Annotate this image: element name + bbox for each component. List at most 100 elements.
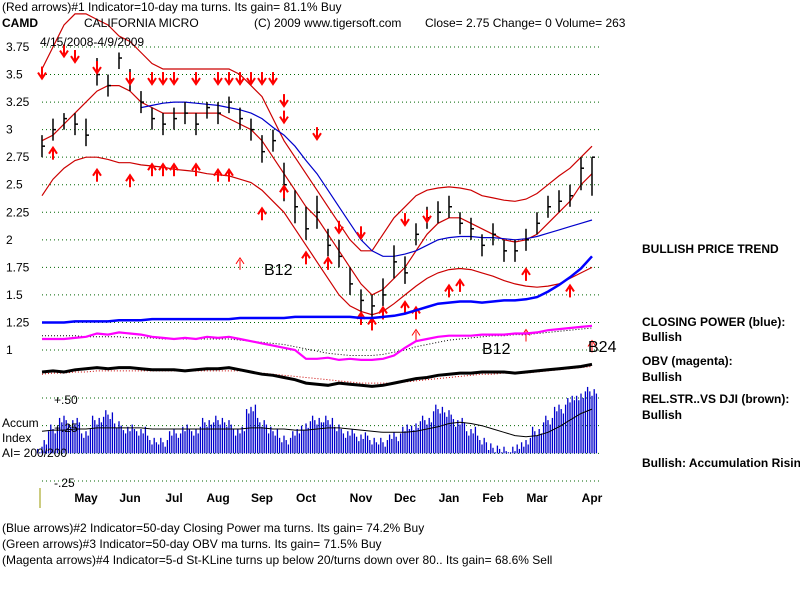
down-arrow xyxy=(59,44,69,59)
y-tick-label: 1.5 xyxy=(6,288,23,302)
y-tick-label: 2.75 xyxy=(6,150,30,164)
arrow-head xyxy=(92,66,102,75)
arrow-head xyxy=(378,305,388,314)
arrow-head xyxy=(213,167,223,177)
indicator-lines xyxy=(41,255,593,388)
down-arrow xyxy=(70,50,80,64)
relstr-value: Bullish xyxy=(642,408,683,422)
down-arrow xyxy=(224,72,234,86)
down-arrow xyxy=(147,72,157,86)
obv-value: Bullish xyxy=(642,370,683,384)
up-arrow xyxy=(279,184,289,199)
up-arrow xyxy=(301,250,311,265)
arrow-head xyxy=(125,77,135,86)
down-arrow xyxy=(92,61,102,75)
down-arrow xyxy=(422,209,432,224)
up-arrow xyxy=(400,300,410,314)
y-tick-label: 2 xyxy=(6,233,13,247)
down-arrow xyxy=(213,72,223,86)
arrow-head xyxy=(224,167,234,177)
ai-label: AI= 200/200 xyxy=(2,446,68,460)
month-label: Jan xyxy=(439,491,460,505)
arrow-head xyxy=(59,49,69,59)
accum-tick-050: +.50 xyxy=(54,393,78,407)
arrow-head xyxy=(147,162,157,171)
arrow-head xyxy=(158,162,168,171)
down-arrow xyxy=(400,213,410,227)
y-tick-label: 3 xyxy=(6,123,13,137)
up-arrow xyxy=(257,206,267,221)
arrow-head xyxy=(565,283,575,292)
b12-price-annotation: B12 xyxy=(264,262,293,279)
arrow-head xyxy=(400,300,410,309)
arrow-head xyxy=(224,77,234,86)
month-label: Jun xyxy=(119,491,140,505)
b12-indicator-annotation: B12 xyxy=(482,341,511,358)
up-arrow xyxy=(367,316,377,331)
footer-line2: (Green arrows)#3 Indicator=50-day OBV ma… xyxy=(2,537,382,551)
bands xyxy=(41,13,593,316)
up-arrow xyxy=(455,278,465,292)
arrow-head xyxy=(235,77,245,86)
outline-up-arrow xyxy=(411,328,421,342)
arrow-head xyxy=(70,55,80,64)
index-label: Index xyxy=(2,431,32,445)
arrow-head xyxy=(587,339,597,347)
y-tick-label: 1.75 xyxy=(6,260,30,274)
up-arrow xyxy=(147,162,157,177)
down-arrow xyxy=(257,72,267,86)
down-arrow xyxy=(312,127,322,141)
up-arrow xyxy=(213,167,223,182)
arrow-head xyxy=(279,116,289,125)
arrow-head xyxy=(158,77,168,86)
up-arrow xyxy=(125,173,135,188)
upper-band xyxy=(41,13,593,252)
arrow-head xyxy=(191,162,201,171)
arrow-head xyxy=(334,226,344,235)
arrow-head xyxy=(356,231,366,241)
up-arrow xyxy=(323,256,333,270)
arrow-head xyxy=(301,250,311,259)
arrow-head xyxy=(444,283,454,292)
y-tick-label: 1.25 xyxy=(6,315,30,329)
copyright: (C) 2009 www.tigersoft.com xyxy=(254,16,402,30)
closing-power-value: Bullish xyxy=(642,330,683,344)
arrow-head xyxy=(312,132,322,141)
price-bars xyxy=(41,52,595,317)
ticker: CAMD xyxy=(2,16,38,30)
arrow-head xyxy=(455,278,465,287)
arrow-head xyxy=(169,77,179,86)
arrow-head xyxy=(48,145,58,155)
arrow-head xyxy=(191,77,201,86)
up-arrow xyxy=(48,145,58,160)
signal-arrows xyxy=(37,44,597,353)
y-tick-label: 2.25 xyxy=(6,205,30,219)
arrow-head xyxy=(246,77,256,86)
up-arrow xyxy=(521,267,531,281)
down-arrow xyxy=(235,72,245,86)
arrow-head xyxy=(323,256,333,265)
month-label: May xyxy=(74,491,98,505)
month-label: Aug xyxy=(206,491,229,505)
arrow-head xyxy=(37,71,47,81)
month-label: Jul xyxy=(165,491,182,505)
b24-annotation: B24 xyxy=(588,339,617,356)
up-arrow xyxy=(92,167,102,182)
down-arrow xyxy=(334,220,344,235)
lower-band xyxy=(41,156,593,316)
up-arrow xyxy=(191,162,201,177)
up-arrow xyxy=(169,162,179,177)
obv-ma-line xyxy=(42,327,593,356)
closing-power-line xyxy=(42,255,593,324)
down-arrow xyxy=(191,72,201,86)
y-axis-ticks: 3.75 3.5 3.25 3 2.75 2.5 2.25 2 1.75 1.5 1.25 1 xyxy=(6,40,30,357)
down-arrow xyxy=(158,72,168,86)
up-arrow xyxy=(158,162,168,177)
outline-up-arrow xyxy=(587,339,597,353)
y-tick-label: 2.5 xyxy=(6,178,23,192)
accum-label: Accum xyxy=(2,416,39,430)
arrow-head xyxy=(411,328,421,336)
closing-power-label: CLOSING POWER (blue): xyxy=(642,315,786,329)
outline-up-arrow xyxy=(235,256,245,270)
outline-up-arrow xyxy=(521,328,531,342)
